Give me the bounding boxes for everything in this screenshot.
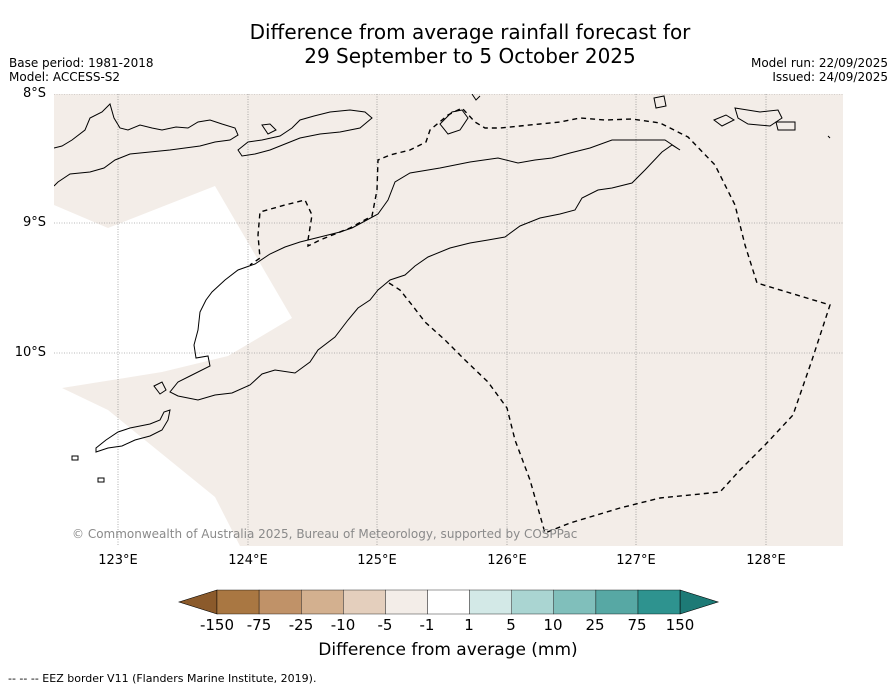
lon-label-125e: 125°E	[357, 553, 397, 568]
colorbar-swatch	[469, 589, 512, 615]
copyright-text: © Commonwealth of Australia 2025, Bureau…	[72, 527, 577, 541]
title-line-2: 29 September to 5 October 2025	[304, 44, 636, 68]
colorbar-swatch	[216, 589, 260, 615]
meta-right: Model run: 22/09/2025 Issued: 24/09/2025	[751, 56, 888, 84]
graticule	[54, 94, 843, 546]
coastline-wetar-west	[237, 109, 373, 157]
colorbar-swatch	[637, 589, 681, 615]
colorbar-swatch	[385, 589, 428, 615]
lat-label-8s: 8°S	[22, 86, 46, 101]
lat-label-10s: 10°S	[14, 345, 46, 360]
colorbar-title: Difference from average (mm)	[318, 640, 578, 660]
coastline-islet-3	[653, 95, 667, 109]
colorbar-label: -10	[330, 616, 356, 634]
colorbar-label: -25	[288, 616, 314, 634]
meta-left: Base period: 1981-2018 Model: ACCESS-S2	[9, 56, 154, 84]
coastline-islet-5	[827, 135, 831, 139]
coastline-tanimbar-3	[713, 114, 736, 127]
colorbar-extend-low	[178, 589, 218, 615]
colorbar-label: 75	[627, 616, 647, 634]
colorbar-label: 25	[585, 616, 605, 634]
model-run: Model run: 22/09/2025	[750, 56, 888, 70]
lon-label-128e: 128°E	[746, 553, 786, 568]
colorbar-swatch	[427, 589, 470, 615]
colorbar-label: -1	[419, 616, 435, 634]
lon-label-126e: 126°E	[487, 553, 527, 568]
coastline-wetar	[261, 123, 277, 135]
eez-legend-note: -- -- -- EEZ border V11 (Flanders Marine…	[8, 672, 317, 685]
colorbar-extend-high	[679, 589, 720, 615]
coastline-timor	[169, 139, 681, 401]
lon-label-123e: 123°E	[98, 553, 138, 568]
colorbar-label: -150	[199, 616, 235, 634]
colorbar-label: -75	[246, 616, 272, 634]
coastline-islet-1	[71, 455, 79, 461]
colorbar	[178, 589, 720, 615]
colorbar-label: 1	[464, 616, 474, 634]
lon-label-124e: 124°E	[228, 553, 268, 568]
coastline-alor	[439, 109, 469, 135]
colorbar-label: -5	[377, 616, 393, 634]
colorbar-swatch	[511, 589, 555, 615]
chart-title: Difference from average rainfall forecas…	[170, 20, 770, 68]
colorbar-swatch	[343, 589, 386, 615]
coastline-tanimbar-2	[775, 121, 796, 131]
model-name: Model: ACCESS-S2	[9, 70, 121, 84]
base-period: Base period: 1981-2018	[9, 56, 154, 70]
title-line-1: Difference from average rainfall forecas…	[249, 20, 691, 44]
issued-date: Issued: 24/09/2025	[772, 70, 888, 84]
colorbar-label: 5	[506, 616, 516, 634]
coastline-roti	[95, 409, 171, 453]
colorbar-label: 150	[665, 616, 695, 634]
colorbar-swatch	[258, 589, 302, 615]
colorbar-swatch	[301, 589, 344, 615]
colorbar-swatch	[553, 589, 597, 615]
lon-label-127e: 127°E	[616, 553, 656, 568]
coastline-alor-flores	[54, 103, 239, 187]
coastline-islet-4	[471, 94, 481, 101]
coastline-semau	[153, 381, 167, 395]
colorbar-swatch	[595, 589, 639, 615]
colorbar-label: 10	[543, 616, 563, 634]
no-data-area	[54, 94, 292, 546]
coastlines	[54, 94, 831, 483]
map-plot-area: © Commonwealth of Australia 2025, Bureau…	[54, 94, 843, 546]
lat-label-9s: 9°S	[22, 215, 46, 230]
coastline-islet-2	[97, 477, 105, 483]
